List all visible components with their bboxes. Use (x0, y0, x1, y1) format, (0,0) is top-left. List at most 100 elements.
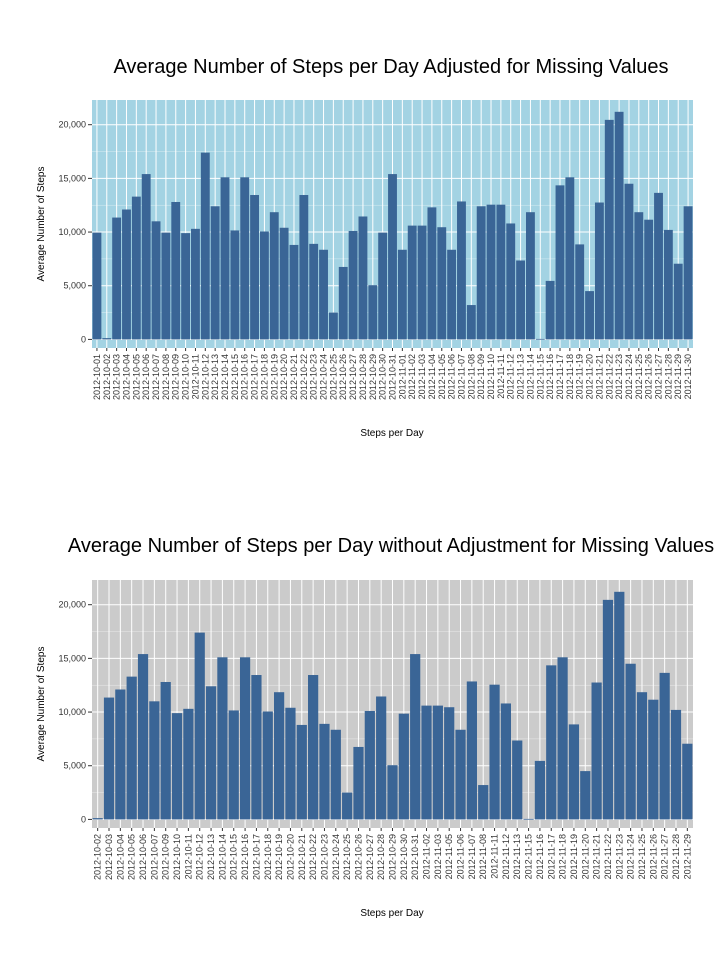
bar (410, 654, 421, 820)
x-tick-label: 2012-11-08 (478, 834, 488, 879)
x-tick-label: 2012-11-23 (614, 354, 624, 399)
bar (591, 682, 602, 820)
chart-adjusted-svg: Average Number of Steps per Day Adjusted… (36, 56, 693, 439)
x-tick-label: 2012-10-09 (171, 354, 181, 400)
bar (398, 713, 409, 820)
bar (194, 632, 205, 820)
bar (368, 285, 378, 340)
x-tick-label: 2012-11-13 (512, 834, 522, 879)
bar (183, 708, 194, 820)
x-tick-label: 2012-11-07 (467, 834, 477, 879)
bar (523, 818, 534, 820)
x-tick-label: 2012-10-29 (388, 834, 398, 880)
x-tick-label: 2012-10-30 (399, 834, 409, 880)
x-tick-label: 2012-11-26 (644, 354, 654, 399)
x-tick-label: 2012-11-08 (466, 354, 476, 399)
bar (115, 689, 126, 820)
bar (171, 713, 183, 820)
chart-unadjusted-svg: Average Number of Steps per Day without … (36, 535, 714, 919)
bar (654, 192, 663, 340)
bar (285, 707, 296, 820)
y-tick-label: 10,000 (58, 707, 86, 717)
bar (251, 675, 262, 820)
x-tick-label: 2012-11-25 (637, 834, 647, 879)
x-tick-label: 2012-11-29 (673, 354, 683, 399)
x-tick-label: 2012-10-28 (376, 834, 386, 880)
x-tick-label: 2012-11-18 (558, 834, 568, 879)
x-tick-label: 2012-10-29 (368, 354, 378, 400)
bar (205, 686, 217, 820)
bar (455, 729, 466, 820)
x-tick-label: 2012-11-03 (417, 354, 427, 399)
x-tick-label: 2012-10-15 (230, 354, 240, 400)
bar (614, 111, 624, 340)
x-tick-label: 2012-10-18 (263, 834, 273, 880)
bar (353, 746, 364, 820)
bar (659, 672, 670, 820)
bar (92, 232, 102, 340)
bar (319, 723, 330, 820)
bar (683, 206, 693, 340)
bar (338, 266, 348, 340)
x-tick-label: 2012-10-02 (102, 354, 112, 400)
bar (512, 740, 523, 820)
x-tick-label: 2012-11-29 (682, 834, 692, 879)
x-tick-label: 2012-10-05 (131, 354, 141, 400)
x-tick-label: 2012-10-14 (220, 354, 230, 400)
x-tick-label: 2012-11-27 (660, 834, 670, 879)
x-tick-label: 2012-10-16 (240, 354, 250, 400)
x-tick-label: 2012-11-19 (569, 834, 579, 879)
x-tick-label: 2012-11-22 (603, 834, 613, 879)
bar (137, 654, 149, 820)
bar (585, 291, 594, 340)
x-tick-label: 2012-11-10 (486, 354, 496, 399)
x-tick-label: 2012-10-28 (358, 354, 368, 400)
bar (466, 305, 476, 340)
bar (228, 710, 239, 820)
x-tick-label: 2012-10-30 (378, 354, 388, 400)
bar (602, 599, 614, 820)
x-tick-label: 2012-10-13 (210, 354, 220, 400)
x-tick-label: 2012-10-07 (151, 354, 161, 400)
x-tick-label: 2012-10-31 (410, 834, 420, 880)
bar (112, 217, 122, 340)
x-tick-label: 2012-10-05 (127, 834, 137, 880)
bar (161, 232, 171, 340)
x-tick-label: 2012-10-27 (348, 354, 358, 400)
x-tick-label: 2012-11-02 (422, 834, 432, 879)
bar (648, 699, 659, 820)
x-tick-label: 2012-10-22 (308, 834, 318, 880)
x-tick-label: 2012-11-20 (580, 834, 590, 879)
bar (545, 280, 555, 340)
x-tick-label: 2012-11-16 (535, 834, 545, 879)
x-tick-label: 2012-11-19 (575, 354, 585, 399)
bar (427, 207, 437, 340)
x-tick-label: 2012-11-04 (427, 354, 437, 399)
x-tick-label: 2012-10-06 (138, 834, 148, 880)
x-tick-label: 2012-11-27 (654, 354, 664, 399)
x-tick-label: 2012-10-20 (279, 354, 289, 400)
bar (432, 705, 443, 820)
bar (330, 729, 341, 820)
x-tick-label: 2012-11-22 (604, 354, 614, 399)
x-axis-ticks: 2012-10-02 2012-10-03 2012-10-04 2012-10-05… (93, 828, 692, 880)
bar (274, 692, 285, 820)
bar (131, 196, 141, 340)
bar (516, 260, 526, 340)
x-tick-label: 2012-10-16 (240, 834, 250, 880)
chart-adjusted: Average Number of Steps per Day Adjusted… (36, 56, 693, 439)
bar (682, 743, 693, 820)
x-tick-label: 2012-10-19 (274, 834, 284, 880)
x-tick-label: 2012-10-17 (251, 834, 261, 880)
x-tick-label: 2012-10-17 (250, 354, 260, 400)
x-tick-label: 2012-11-28 (663, 354, 673, 399)
x-tick-label: 2012-11-03 (433, 834, 443, 879)
bar (308, 675, 319, 820)
x-tick-label: 2012-10-02 (93, 834, 103, 880)
bar (663, 229, 673, 340)
x-tick-label: 2012-10-03 (112, 354, 122, 400)
x-tick-label: 2012-11-06 (456, 834, 466, 879)
bar (604, 119, 614, 340)
bar (279, 227, 289, 340)
bar (200, 152, 210, 340)
